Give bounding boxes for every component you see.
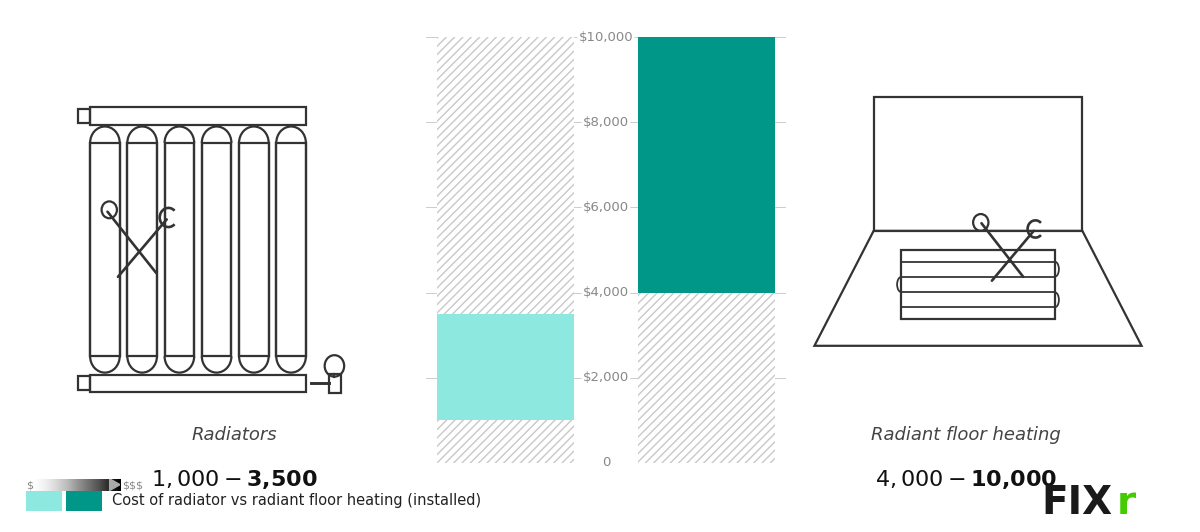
Bar: [638, 37, 775, 293]
Text: $: $: [26, 480, 34, 490]
Bar: [90, 143, 120, 356]
Bar: [874, 97, 1082, 231]
Bar: [90, 375, 306, 392]
Bar: [202, 143, 232, 356]
Polygon shape: [109, 479, 120, 491]
Bar: [78, 109, 90, 123]
Text: $8,000: $8,000: [583, 116, 629, 129]
Bar: [638, 37, 775, 463]
Bar: [239, 143, 269, 356]
Bar: [164, 143, 194, 356]
Text: r: r: [1117, 484, 1136, 522]
Bar: [90, 107, 306, 124]
Text: $4,000 - $10,000: $4,000 - $10,000: [875, 468, 1057, 491]
Text: 0: 0: [602, 456, 610, 469]
Text: Cost of radiator vs radiant floor heating (installed): Cost of radiator vs radiant floor heatin…: [112, 493, 481, 508]
Text: $1,000 - $3,500: $1,000 - $3,500: [151, 468, 317, 491]
Bar: [437, 37, 574, 463]
Text: $2,000: $2,000: [583, 371, 629, 384]
Bar: [78, 377, 90, 390]
Bar: [329, 373, 341, 393]
Text: Radiators: Radiators: [191, 426, 277, 444]
Bar: [437, 314, 574, 420]
Text: FIX: FIX: [1042, 484, 1112, 522]
Text: $6,000: $6,000: [583, 201, 629, 214]
Bar: [276, 143, 306, 356]
Bar: [127, 143, 157, 356]
Text: Radiant floor heating: Radiant floor heating: [871, 426, 1061, 444]
Text: $$$: $$$: [122, 480, 144, 490]
Text: $4,000: $4,000: [583, 286, 629, 299]
Text: $10,000: $10,000: [578, 31, 634, 44]
